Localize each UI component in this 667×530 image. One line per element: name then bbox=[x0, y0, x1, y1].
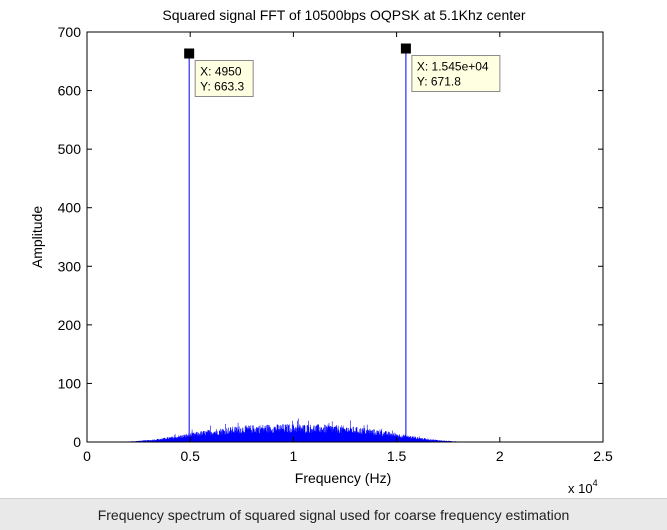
plot-area bbox=[87, 32, 603, 442]
y-tick-label: 600 bbox=[58, 83, 82, 99]
axes-layer bbox=[86, 31, 604, 443]
datatip-box bbox=[411, 55, 501, 93]
datatip-y-label: Y: 671.8 bbox=[417, 75, 461, 89]
datatip-x-label: X: 4950 bbox=[200, 64, 242, 78]
datatip-x-label: X: 1.545e+04 bbox=[417, 60, 489, 74]
datatip-y-label: Y: 663.3 bbox=[200, 79, 244, 93]
y-tick-label: 500 bbox=[58, 141, 82, 157]
y-tick-label: 0 bbox=[73, 434, 81, 450]
figure: Squared signal FFT of 10500bps OQPSK at … bbox=[29, 7, 613, 496]
caption-bar: Frequency spectrum of squared signal use… bbox=[0, 498, 667, 530]
x-tick-label: 0 bbox=[83, 448, 91, 464]
chart-title: Squared signal FFT of 10500bps OQPSK at … bbox=[162, 7, 526, 23]
x-exponent-base: x 10 bbox=[568, 481, 593, 496]
datatip-marker[interactable] bbox=[400, 43, 411, 54]
x-exponent-power: 4 bbox=[593, 478, 598, 488]
y-tick-label: 400 bbox=[58, 200, 82, 216]
datatip-box bbox=[194, 59, 254, 97]
x-axis-label: Frequency (Hz) bbox=[295, 470, 391, 486]
datatip-2[interactable]: X: 1.545e+04Y: 671.8 bbox=[400, 43, 501, 93]
x-tick-label: 1 bbox=[290, 448, 298, 464]
y-tick-label: 300 bbox=[58, 258, 82, 274]
datatip-marker[interactable] bbox=[184, 48, 195, 59]
x-axis-exponent: x 104 bbox=[568, 478, 598, 496]
ticks-layer: 0 0.5 1 1.5 2 2.5 0 100 200 300 400 500 600 700 bbox=[58, 24, 613, 464]
axes-box bbox=[86, 31, 604, 443]
fft-chart: Squared signal FFT of 10500bps OQPSK at … bbox=[29, 7, 613, 496]
figure-caption: Frequency spectrum of squared signal use… bbox=[97, 506, 570, 523]
y-tick-label: 100 bbox=[58, 375, 82, 391]
x-tick-label: 2 bbox=[496, 448, 504, 464]
y-axis-label: Amplitude bbox=[29, 206, 45, 268]
y-tick-label: 200 bbox=[58, 317, 82, 333]
x-tick-label: 0.5 bbox=[180, 448, 200, 464]
plot-background bbox=[87, 32, 603, 442]
x-tick-label: 1.5 bbox=[387, 448, 407, 464]
y-tick-label: 700 bbox=[58, 24, 82, 40]
x-tick-label: 2.5 bbox=[593, 448, 613, 464]
